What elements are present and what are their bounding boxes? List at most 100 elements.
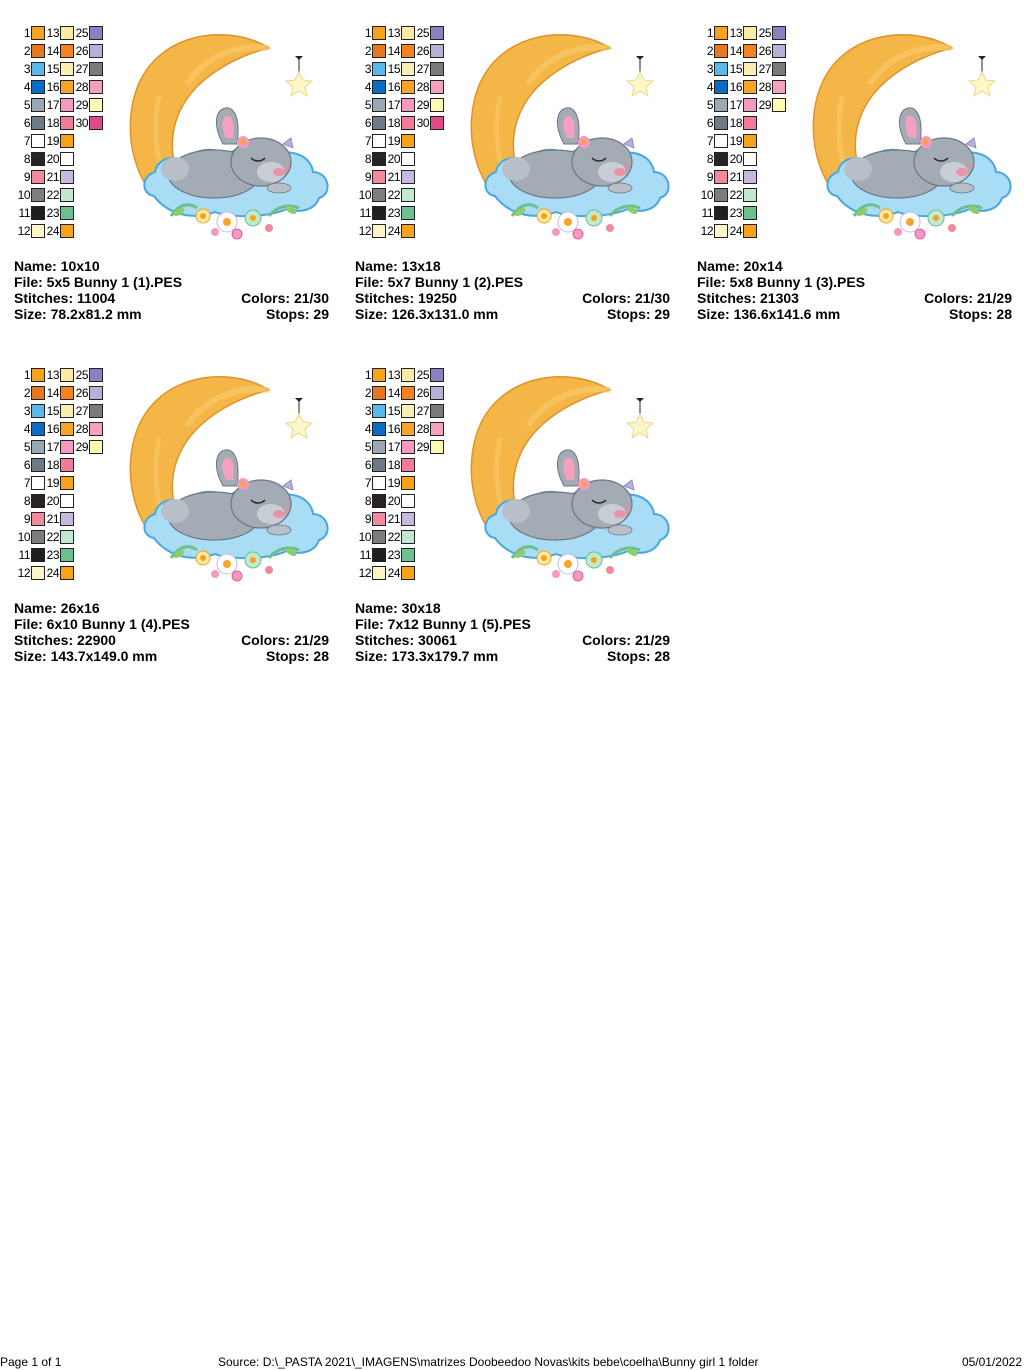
color-number: 21 <box>46 170 60 184</box>
color-swatch <box>401 386 415 400</box>
color-number: 20 <box>46 152 60 166</box>
design-name: Name: 10x10 <box>14 258 100 274</box>
color-swatch <box>31 548 45 562</box>
color-swatch <box>372 116 386 130</box>
color-swatch <box>714 134 728 148</box>
color-swatch <box>401 530 415 544</box>
color-number: 1 <box>364 368 372 382</box>
design-card: 1 13 25 2 14 26 3 15 27 4 16 28 5 17 29 6 18 30 7 19 8 20 9 21 1… <box>14 26 334 351</box>
color-number: 26 <box>758 44 772 58</box>
color-number: 2 <box>364 386 372 400</box>
color-swatch <box>31 386 45 400</box>
design-size: Size: 78.2x81.2 mm <box>14 306 142 322</box>
color-number: 25 <box>416 368 430 382</box>
color-swatch <box>372 548 386 562</box>
color-number: 28 <box>758 80 772 94</box>
color-swatch <box>714 170 728 184</box>
color-swatch <box>60 386 74 400</box>
color-number: 29 <box>416 440 430 454</box>
color-number: 11 <box>18 206 31 220</box>
color-swatch <box>89 116 103 130</box>
color-swatch <box>31 494 45 508</box>
color-swatch <box>401 80 415 94</box>
color-number: 27 <box>75 404 89 418</box>
color-swatch <box>714 80 728 94</box>
color-number: 12 <box>358 224 372 238</box>
color-number: 12 <box>700 224 714 238</box>
design-stops: Stops: 28 <box>948 306 1012 322</box>
color-number: 13 <box>387 368 401 382</box>
color-number: 8 <box>23 494 31 508</box>
color-swatch <box>60 458 74 472</box>
color-number: 23 <box>387 206 401 220</box>
design-colors: Colors: 21/29 <box>582 632 670 648</box>
color-number: 8 <box>23 152 31 166</box>
color-number: 10 <box>700 188 714 202</box>
color-swatch <box>772 80 786 94</box>
color-number: 3 <box>364 404 372 418</box>
color-swatch <box>430 98 444 112</box>
design-size: Size: 126.3x131.0 mm <box>355 306 499 322</box>
page-number: Page 1 of 1 <box>0 1355 62 1369</box>
color-swatch <box>714 152 728 166</box>
design-size: Size: 136.6x141.6 mm <box>697 306 841 322</box>
color-number: 7 <box>364 134 372 148</box>
color-number: 4 <box>23 422 31 436</box>
color-number: 2 <box>23 386 31 400</box>
color-number: 2 <box>706 44 714 58</box>
color-number: 27 <box>75 62 89 76</box>
color-number: 26 <box>416 386 430 400</box>
design-file: File: 5x5 Bunny 1 (1).PES <box>14 274 183 290</box>
color-number: 24 <box>387 224 401 238</box>
color-swatch <box>372 134 386 148</box>
color-number: 2 <box>23 44 31 58</box>
color-number: 13 <box>387 26 401 40</box>
color-number: 13 <box>729 26 743 40</box>
design-card: 1 13 25 2 14 26 3 15 27 4 16 28 5 17 29 6 18 7 19 8 20 9 21 10 2… <box>14 368 334 693</box>
color-number: 26 <box>75 386 89 400</box>
color-number: 23 <box>46 548 60 562</box>
color-number: 29 <box>758 98 772 112</box>
color-number: 1 <box>364 26 372 40</box>
color-swatch <box>372 566 386 580</box>
color-number: 7 <box>23 134 31 148</box>
color-number: 18 <box>46 458 60 472</box>
color-number: 24 <box>46 224 60 238</box>
color-swatch <box>372 530 386 544</box>
color-swatch <box>372 188 386 202</box>
bunny-moon-embroidery-image <box>812 34 1012 240</box>
design-stops: Stops: 29 <box>606 306 670 322</box>
color-number: 23 <box>729 206 743 220</box>
design-name: Name: 26x16 <box>14 600 100 616</box>
color-swatch <box>31 566 45 580</box>
color-swatch <box>60 98 74 112</box>
color-swatch <box>31 152 45 166</box>
color-number: 29 <box>75 98 89 112</box>
color-swatch <box>31 224 45 238</box>
design-colors: Colors: 21/30 <box>582 290 670 306</box>
color-number: 15 <box>387 404 401 418</box>
color-number: 25 <box>416 26 430 40</box>
color-swatch <box>372 404 386 418</box>
color-swatch <box>60 80 74 94</box>
color-number: 19 <box>387 476 401 490</box>
color-number: 14 <box>387 386 401 400</box>
color-swatch <box>60 224 74 238</box>
color-number: 17 <box>387 440 401 454</box>
color-number: 19 <box>387 134 401 148</box>
color-swatch <box>89 440 103 454</box>
color-swatch <box>372 170 386 184</box>
color-number: 23 <box>387 548 401 562</box>
color-number: 8 <box>364 494 372 508</box>
color-swatch <box>714 188 728 202</box>
color-swatch <box>60 170 74 184</box>
color-number: 2 <box>364 44 372 58</box>
color-number: 14 <box>387 44 401 58</box>
color-swatch <box>372 386 386 400</box>
color-number: 25 <box>75 26 89 40</box>
color-number: 29 <box>416 98 430 112</box>
color-swatch <box>372 26 386 40</box>
color-swatch <box>743 80 757 94</box>
color-swatch <box>401 566 415 580</box>
color-number: 8 <box>706 152 714 166</box>
